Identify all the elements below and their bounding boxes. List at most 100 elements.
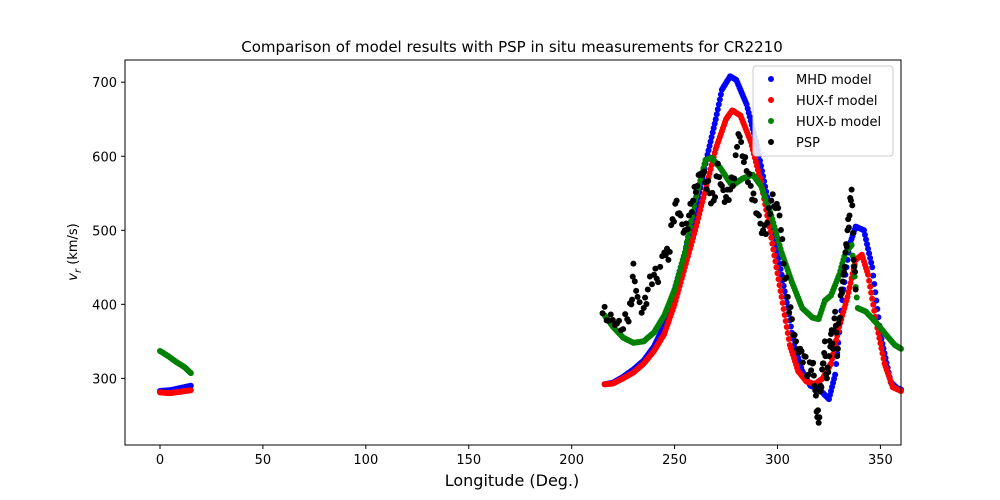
data-point bbox=[682, 244, 689, 251]
x-tick-label: 250 bbox=[662, 453, 687, 468]
data-point bbox=[620, 326, 627, 333]
data-point bbox=[769, 240, 776, 247]
legend-marker bbox=[768, 76, 774, 82]
axes-frame bbox=[124, 59, 902, 446]
x-tick-label: 200 bbox=[559, 453, 584, 468]
series-psp bbox=[599, 131, 859, 426]
data-point bbox=[187, 382, 194, 389]
data-point bbox=[880, 355, 887, 362]
data-point bbox=[814, 407, 821, 414]
y-tick-label: 300 bbox=[92, 372, 117, 387]
data-point bbox=[670, 218, 677, 225]
data-point bbox=[684, 226, 691, 233]
data-point bbox=[776, 282, 783, 289]
x-tick-label: 100 bbox=[353, 453, 378, 468]
data-point bbox=[844, 293, 851, 300]
data-point bbox=[738, 138, 745, 145]
data-point bbox=[842, 249, 849, 256]
data-point bbox=[768, 197, 775, 204]
data-point bbox=[780, 305, 787, 312]
legend-label: HUX-f model bbox=[796, 94, 877, 109]
data-point bbox=[665, 256, 672, 263]
x-axis-ticks: 0 50 100 150 200 250 300 350 bbox=[156, 445, 893, 468]
data-point bbox=[625, 318, 632, 325]
data-point bbox=[808, 367, 815, 374]
data-point bbox=[869, 295, 876, 302]
data-point bbox=[819, 366, 826, 373]
data-point bbox=[845, 289, 852, 296]
data-point bbox=[777, 226, 784, 233]
data-point bbox=[688, 218, 695, 225]
data-point bbox=[638, 309, 645, 316]
data-point bbox=[785, 336, 792, 343]
data-point bbox=[877, 340, 884, 347]
data-point bbox=[833, 329, 840, 336]
data-point bbox=[802, 353, 809, 360]
data-point bbox=[690, 197, 697, 204]
data-point bbox=[714, 160, 721, 167]
data-point bbox=[834, 345, 841, 352]
data-point bbox=[694, 182, 701, 189]
data-point bbox=[681, 249, 688, 256]
data-point bbox=[742, 154, 749, 161]
data-point bbox=[852, 268, 859, 275]
data-point bbox=[714, 106, 721, 113]
data-point bbox=[828, 360, 835, 367]
data-point bbox=[688, 209, 695, 216]
data-point bbox=[841, 269, 848, 276]
data-point bbox=[769, 191, 776, 198]
data-point bbox=[838, 289, 845, 296]
data-point bbox=[648, 281, 655, 288]
data-point bbox=[629, 273, 636, 280]
legend: MHD model HUX-f model HUX-b model PSP bbox=[752, 65, 894, 157]
data-point bbox=[729, 183, 736, 190]
x-axis-label: Longitude (Deg.) bbox=[445, 471, 580, 490]
data-point bbox=[677, 212, 684, 219]
data-point bbox=[734, 143, 741, 150]
data-point bbox=[616, 317, 623, 324]
data-point bbox=[836, 314, 843, 321]
data-point bbox=[731, 175, 738, 182]
x-tick-label: 350 bbox=[868, 453, 893, 468]
data-point bbox=[783, 324, 790, 331]
data-point bbox=[848, 186, 855, 193]
data-point bbox=[634, 293, 641, 300]
data-point bbox=[746, 170, 753, 177]
data-point bbox=[869, 264, 876, 271]
data-point bbox=[810, 359, 817, 366]
data-point bbox=[629, 296, 636, 303]
data-point bbox=[633, 287, 640, 294]
data-point bbox=[793, 338, 800, 345]
data-point bbox=[851, 263, 858, 270]
data-point bbox=[765, 205, 772, 212]
data-point bbox=[683, 220, 690, 227]
legend-marker bbox=[768, 118, 774, 124]
data-point bbox=[622, 311, 629, 318]
data-point bbox=[846, 284, 853, 291]
data-point bbox=[798, 348, 805, 355]
legend-label: PSP bbox=[796, 136, 820, 151]
data-point bbox=[823, 375, 830, 382]
data-point bbox=[860, 227, 867, 234]
data-point bbox=[607, 311, 614, 318]
data-point bbox=[867, 283, 874, 290]
data-point bbox=[821, 338, 828, 345]
data-point bbox=[834, 353, 841, 360]
data-point bbox=[791, 332, 798, 339]
data-point bbox=[684, 233, 691, 240]
data-point bbox=[747, 182, 754, 189]
data-point bbox=[865, 271, 872, 278]
data-point bbox=[787, 304, 794, 311]
data-point bbox=[868, 289, 875, 296]
data-point bbox=[870, 272, 877, 279]
data-point bbox=[852, 286, 859, 293]
data-point bbox=[655, 279, 662, 286]
data-point bbox=[782, 317, 789, 324]
data-point bbox=[712, 194, 719, 201]
data-point bbox=[811, 382, 818, 389]
data-point bbox=[849, 202, 856, 209]
y-tick-label: 700 bbox=[92, 76, 117, 91]
data-point bbox=[868, 259, 875, 266]
data-point bbox=[187, 370, 194, 377]
